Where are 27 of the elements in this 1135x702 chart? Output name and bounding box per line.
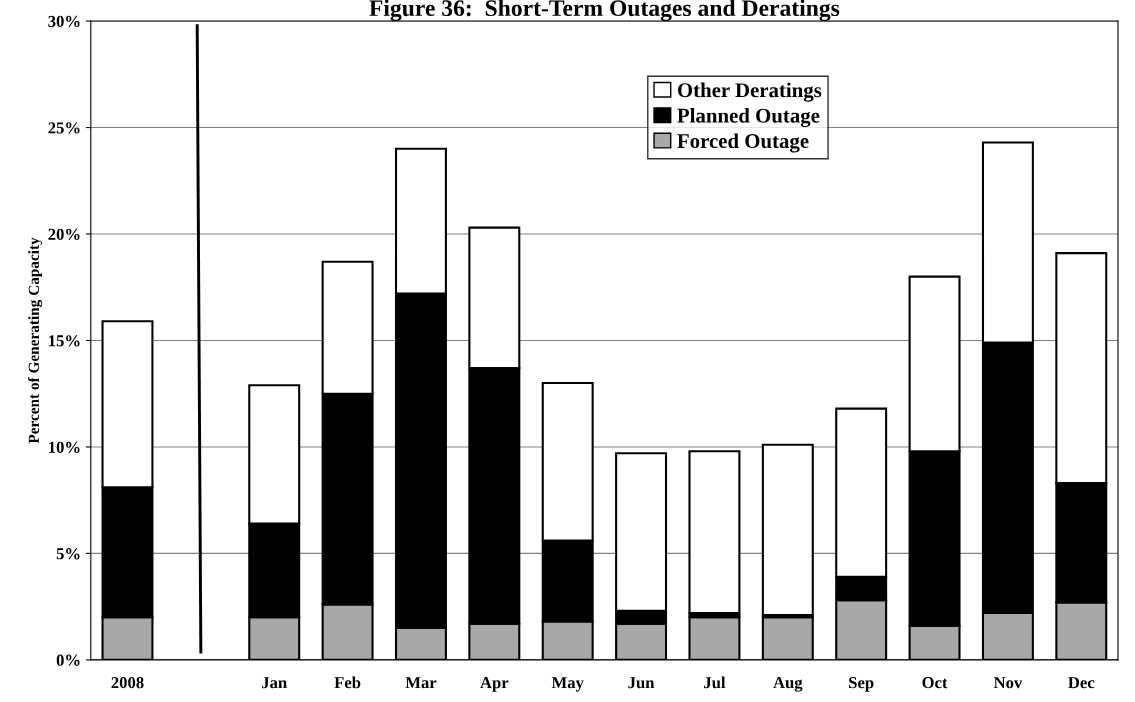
bar [688, 450, 741, 615]
y-tick-label: 15% [49, 335, 80, 347]
x-tick-label: 2008 [111, 677, 144, 689]
x-tick-label: Feb [334, 676, 361, 689]
x-tick-label: Sep [849, 677, 874, 692]
x-tick-label: Mar [405, 677, 437, 689]
x-tick-label: Jan [262, 677, 287, 689]
y-tick-label: 0% [56, 654, 80, 666]
legend-label: Forced Outage [677, 133, 809, 153]
x-tick-label: May [551, 677, 584, 692]
y-axis-title: Percent of Generating Capacity [28, 237, 43, 444]
x-tick-label: Oct [922, 677, 948, 689]
x-tick-label: Nov [993, 677, 1023, 689]
x-tick-label: Apr [480, 677, 509, 692]
y-tick-label: 25% [48, 122, 80, 134]
legend-label: Other Deratings [677, 82, 822, 102]
y-tick-label: 10% [49, 441, 80, 453]
y-tick-label: 20% [48, 228, 80, 240]
x-tick-label: Jul [704, 676, 726, 689]
chart-title: Figure 36: Short-Term Outages and Deratings [369, 0, 840, 22]
x-tick-label: Aug [773, 676, 803, 692]
y-tick-label: 30% [48, 15, 80, 28]
x-tick-label: Dec [1068, 677, 1095, 689]
x-tick-label: Jun [628, 677, 655, 689]
legend-label: Planned Outage [677, 108, 820, 128]
y-tick-label: 5% [56, 548, 80, 560]
bar [761, 443, 814, 617]
